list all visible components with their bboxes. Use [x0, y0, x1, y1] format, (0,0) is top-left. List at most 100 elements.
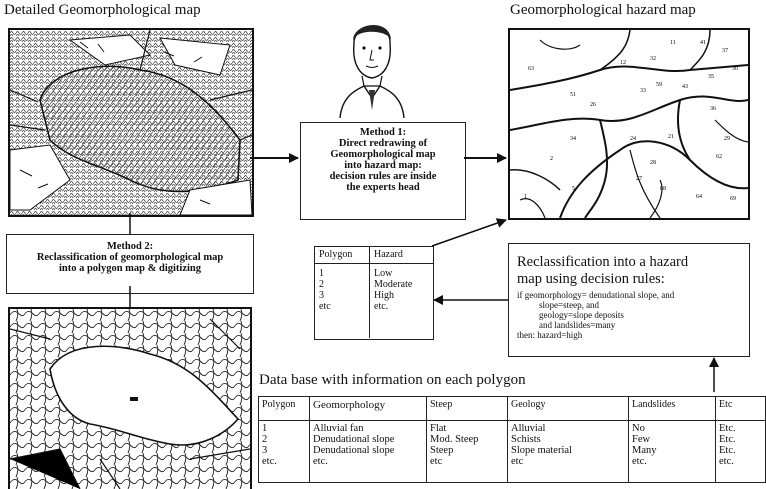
polygon-map: [8, 307, 252, 489]
db-geology-1: Alluvial: [511, 423, 546, 434]
hazard-map-polygon-label: 24: [630, 136, 636, 142]
hazard-map-polygon-label: 63: [528, 66, 534, 72]
hazard-map-polygon-label: 32: [650, 56, 656, 62]
db-etc-2: Etc.: [719, 434, 736, 445]
method1-line-2: Geomorphological map: [330, 149, 436, 160]
hazard-map-polygon-label: 26: [590, 102, 596, 108]
hazard-map-polygon-label: 69: [730, 196, 736, 202]
method1-box: Method 1: Direct redrawing of Geomorphol…: [300, 122, 466, 220]
db-header-etc: Etc: [715, 396, 766, 421]
geomorphological-hazard-map: 41 37 30 11 35 12 32 63 51 26 33 59 43 36 34 24 2 21 29 62 1…: [508, 28, 750, 220]
hazard-map-polygon-label: 59: [656, 82, 662, 88]
arrow-legend-to-hazard: [431, 218, 507, 247]
hazard-map-polygon-label: 30: [732, 66, 738, 72]
hazard-map-polygon-label: 33: [640, 88, 646, 94]
legend-header-polygon: Polygon: [315, 247, 370, 263]
method1-line-5: the experts head: [346, 182, 420, 193]
hazard-map-polygon-label: 35: [708, 74, 714, 80]
db-header-steep: Steep: [426, 396, 508, 421]
db-geomorphology-etc: etc.: [313, 456, 328, 467]
hazard-map-polygon-label: 5: [572, 186, 575, 192]
method2-line-1: Reclassification of geomorphological map: [36, 252, 224, 263]
legend-polygon-etc: etc: [319, 301, 331, 312]
db-steep-etc: etc: [430, 456, 443, 467]
reclass-title-line-2: map using decision rules:: [517, 271, 665, 287]
hazard-map-polygon-label: 1: [524, 194, 527, 200]
hazard-map-polygon-label: 41: [700, 40, 706, 46]
db-col-etc: Etc. Etc. Etc. etc.: [715, 420, 766, 483]
db-etc-3: Etc.: [719, 445, 736, 456]
hazard-map-polygon-label: 29: [724, 136, 730, 142]
db-etc-etc: etc.: [719, 456, 734, 467]
hazard-map-polygon-label: 21: [668, 134, 674, 140]
hazard-map-polygon-label: 68: [660, 186, 666, 192]
polygon-database-table: Polygon Geomorphology Steep Geology Land…: [258, 396, 766, 483]
hazard-map-polygon-label: 27: [636, 176, 642, 182]
db-geology-3: Slope material: [511, 445, 572, 456]
reclass-rule-2: slope=steep, and: [539, 300, 600, 310]
method1-heading: Method 1:: [359, 127, 407, 138]
method2-heading: Method 2:: [106, 241, 154, 252]
db-geomorphology-2: Denudational slope: [313, 434, 395, 445]
hazard-map-title: Geomorphological hazard map: [510, 2, 696, 18]
hazard-map-polygon-label: 12: [620, 60, 626, 66]
hazard-map-polygon-label: 62: [716, 154, 722, 160]
db-geomorphology-3: Denudational slope: [313, 445, 395, 456]
hazard-map-polygon-label: 11: [670, 40, 676, 46]
detailed-geomorphological-map: [8, 28, 254, 217]
reclass-rule-1: if geomorphology= denudational slope, an…: [517, 290, 675, 300]
hazard-map-polygon-label: 34: [570, 136, 576, 142]
db-geology-2: Schists: [511, 434, 541, 445]
expert-person-illustration: [336, 14, 408, 119]
hazard-map-polygon-label: 64: [696, 194, 702, 200]
db-steep-1: Flat: [430, 423, 447, 434]
legend-hazard-1: Low: [374, 268, 393, 279]
db-polygon-1: 1: [262, 423, 268, 434]
db-landslides-etc: etc.: [632, 456, 647, 467]
db-col-landslides: No Few Many etc.: [628, 420, 716, 483]
db-polygon-3: 3: [262, 445, 268, 456]
database-title: Data base with information on each polyg…: [259, 372, 526, 388]
reclassification-box: Reclassification into a hazard map using…: [508, 243, 750, 357]
db-header-polygon: Polygon: [258, 396, 310, 421]
legend-polygon-2: 2: [319, 279, 324, 290]
method1-line-4: decision rules are inside: [329, 171, 437, 182]
hazard-map-polygon-label: 36: [710, 106, 716, 112]
reclass-rule-4: and landslides=many: [539, 320, 616, 330]
detailed-map-title: Detailed Geomorphological map: [4, 2, 201, 18]
db-polygon-etc: etc.: [262, 456, 277, 467]
db-col-geomorphology: Alluvial fan Denudational slope Denudati…: [309, 420, 427, 483]
method1-line-3: into hazard map:: [344, 160, 422, 171]
db-polygon-2: 2: [262, 434, 268, 445]
method2-line-2: into a polygon map & digitizing: [58, 263, 202, 274]
reclass-rule-3: geology=slope deposits: [539, 310, 624, 320]
db-steep-2: Mod. Steep: [430, 434, 479, 445]
db-landslides-3: Many: [632, 445, 657, 456]
db-col-steep: Flat Mod. Steep Steep etc: [426, 420, 508, 483]
hazard-map-polygon-label: 2: [550, 156, 553, 162]
db-landslides-1: No: [632, 423, 645, 434]
db-geomorphology-1: Alluvial fan: [313, 423, 364, 434]
reclass-title-line-1: Reclassification into a hazard: [517, 254, 689, 270]
method2-box: Method 2: Reclassification of geomorphol…: [6, 234, 254, 294]
hazard-map-polygon-label: 37: [722, 48, 728, 54]
db-header-geology: Geology: [507, 396, 629, 421]
db-etc-1: Etc.: [719, 423, 736, 434]
legend-hazard-3: High: [374, 290, 394, 301]
hazard-map-polygon-label: 28: [650, 160, 656, 166]
legend-polygon-1: 1: [319, 268, 324, 279]
legend-hazard-etc: etc.: [374, 301, 389, 312]
method1-line-1: Direct redrawing of: [338, 138, 428, 149]
legend-hazard-2: Moderate: [374, 279, 413, 290]
legend-header-hazard: Hazard: [374, 249, 403, 260]
hazard-map-polygon-label: 51: [570, 92, 576, 98]
hazard-map-polygon-label: 43: [682, 84, 688, 90]
db-landslides-2: Few: [632, 434, 651, 445]
legend-polygon-3: 3: [319, 290, 324, 301]
db-geology-etc: etc: [511, 456, 524, 467]
polygon-hazard-legend: Polygon Hazard 1 2 3 etc Low Moderate Hi…: [314, 246, 434, 340]
db-header-geomorphology: Geomorphology: [309, 396, 427, 421]
reclass-rule-5: then: hazard=high: [517, 330, 583, 340]
db-steep-3: Steep: [430, 445, 454, 456]
